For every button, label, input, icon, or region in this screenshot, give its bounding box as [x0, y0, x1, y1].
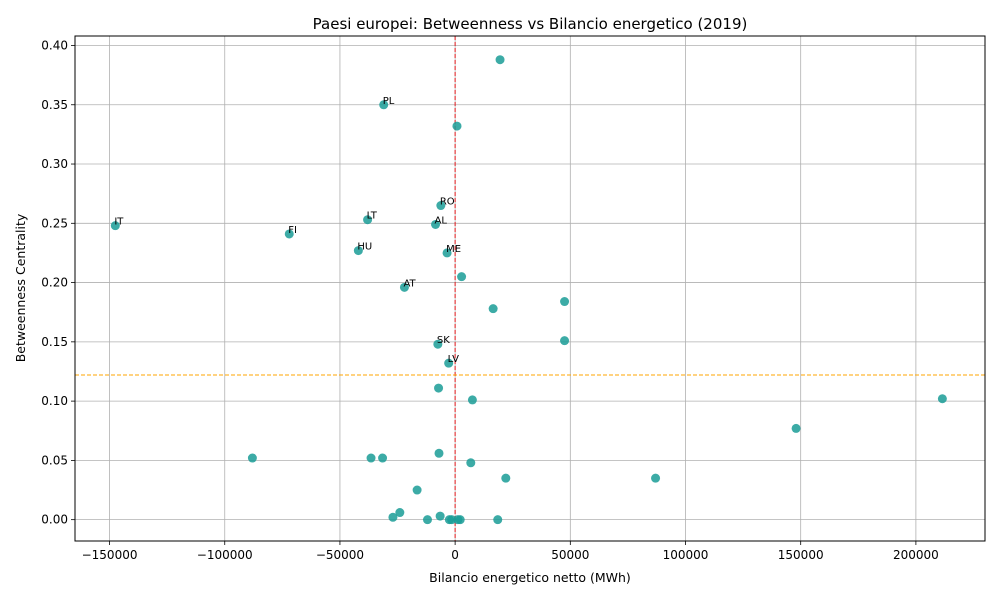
- data-point: [791, 423, 801, 433]
- data-point: [651, 473, 661, 483]
- data-point: [436, 201, 446, 211]
- data-point: [435, 511, 445, 521]
- data-point: [442, 248, 452, 258]
- point-label: HU: [357, 242, 372, 253]
- data-point: [399, 282, 409, 292]
- x-tick-label: −100000: [197, 548, 253, 562]
- y-tick-label: 0.40: [41, 38, 68, 52]
- point-label: SK: [437, 335, 450, 346]
- data-point: [395, 508, 405, 518]
- plot-frame: [74, 35, 986, 542]
- point-label: AT: [403, 278, 416, 289]
- reference-lines: [75, 36, 985, 541]
- point-label: ME: [446, 244, 461, 255]
- y-tick-label: 0.15: [41, 335, 68, 349]
- data-point: [937, 394, 947, 404]
- point-label: LT: [367, 211, 378, 222]
- data-point: [247, 453, 257, 463]
- data-point: [378, 453, 388, 463]
- y-tick-label: 0.25: [41, 216, 68, 230]
- data-points: [110, 55, 947, 525]
- data-point: [495, 55, 505, 65]
- y-tick-label: 0.05: [41, 453, 68, 467]
- point-label: LV: [448, 354, 459, 365]
- y-axis-ticks: 0.00 0.05 0.10 0.15 0.20 0.25 0.30 0.35 0.40: [41, 38, 75, 527]
- x-tick-label: 200000: [893, 548, 939, 562]
- data-point: [452, 121, 462, 131]
- grid: [75, 36, 985, 541]
- y-axis-label: Betweenness Centrality: [13, 213, 28, 362]
- data-point: [422, 515, 432, 525]
- data-point: [455, 515, 465, 525]
- data-point: [466, 458, 476, 468]
- point-label: FI: [288, 225, 297, 236]
- x-tick-label: −50000: [316, 548, 364, 562]
- y-tick-label: 0.35: [41, 98, 68, 112]
- y-tick-label: 0.20: [41, 276, 68, 290]
- point-label: PL: [383, 96, 395, 107]
- y-tick-label: 0.00: [41, 513, 68, 527]
- chart-title: Paesi europei: Betweenness vs Bilancio e…: [313, 15, 748, 33]
- point-label: AL: [435, 215, 448, 226]
- data-point: [366, 453, 376, 463]
- data-point: [434, 448, 444, 458]
- data-point: [447, 515, 457, 525]
- data-point: [501, 473, 511, 483]
- data-point: [457, 272, 467, 282]
- point-label: IT: [114, 217, 124, 228]
- y-tick-label: 0.10: [41, 394, 68, 408]
- x-tick-label: 150000: [778, 548, 824, 562]
- x-axis-label: Bilancio energetico netto (MWh): [429, 570, 631, 585]
- point-labels: PL RO LT IT AL FI HU ME AT SK LV: [114, 96, 461, 365]
- data-point: [110, 221, 120, 231]
- data-point: [433, 339, 443, 349]
- data-point: [353, 246, 363, 256]
- data-point: [560, 336, 570, 346]
- x-tick-label: 0: [451, 548, 459, 562]
- data-point: [493, 515, 503, 525]
- data-point: [284, 229, 294, 239]
- data-point: [434, 383, 444, 393]
- point-label: RO: [440, 197, 455, 208]
- data-point: [488, 304, 498, 314]
- data-point: [388, 512, 398, 522]
- x-tick-label: 100000: [663, 548, 709, 562]
- data-point: [412, 485, 422, 495]
- data-point: [467, 395, 477, 405]
- x-tick-label: −150000: [82, 548, 138, 562]
- data-point: [560, 297, 570, 307]
- data-point: [431, 219, 441, 229]
- data-point: [444, 358, 454, 368]
- data-point: [363, 215, 373, 225]
- x-tick-label: 50000: [551, 548, 589, 562]
- y-tick-label: 0.30: [41, 157, 68, 171]
- x-axis-ticks: −150000 −100000 −50000 0 50000 100000 150000 20…: [82, 541, 939, 562]
- data-point: [379, 100, 389, 110]
